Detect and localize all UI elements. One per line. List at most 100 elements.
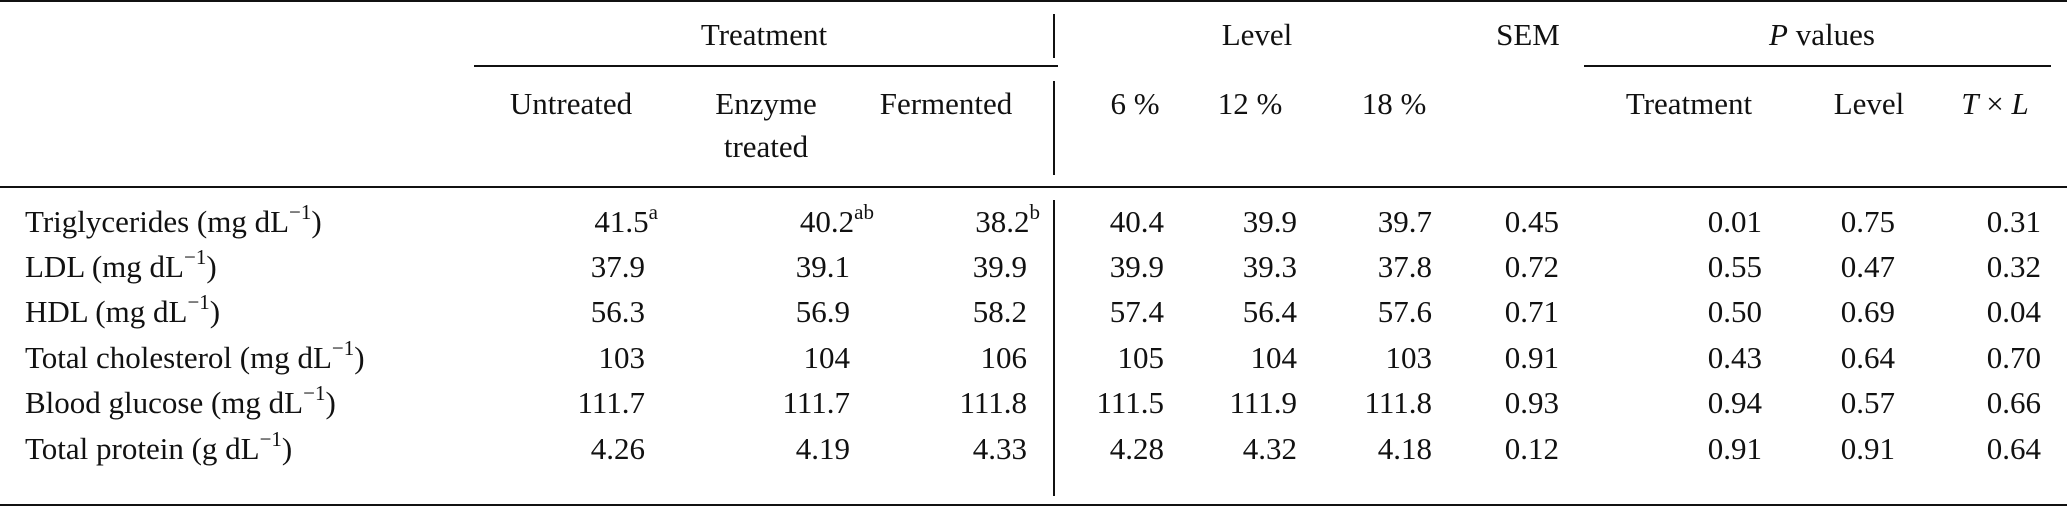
cell-value: 57.6 xyxy=(1377,294,1432,329)
header-vertical-rule-top xyxy=(1053,14,1055,58)
cell-value: 105 xyxy=(1117,340,1165,375)
cell-value: 0.70 xyxy=(1986,340,2041,375)
cell-p-txl: 0.66 xyxy=(1987,384,2041,422)
cell-p-treatment: 0.50 xyxy=(1708,293,1762,331)
bottom-rule xyxy=(0,504,2067,506)
cell-value: 39.9 xyxy=(972,249,1027,284)
cell-level-6: 39.9 xyxy=(1110,248,1164,286)
row-label-close: ) xyxy=(325,385,336,420)
cell-fermented: 38.2b xyxy=(975,200,1041,241)
cell-value: 38.2 xyxy=(975,204,1030,239)
cell-enzyme-treated: 104 xyxy=(804,339,851,377)
cell-value: 4.19 xyxy=(795,431,850,466)
cell-p-treatment: 0.55 xyxy=(1708,248,1762,286)
cell-value: 0.64 xyxy=(1986,431,2041,466)
cell-value: 39.7 xyxy=(1377,204,1432,239)
cell-value: 0.47 xyxy=(1840,249,1895,284)
col-header-untreated: Untreated xyxy=(509,86,633,121)
group-header-level: Level xyxy=(1221,17,1293,52)
group-header-treatment: Treatment xyxy=(700,17,828,52)
cell-p-level: 0.91 xyxy=(1841,430,1895,468)
unit-exponent: −1 xyxy=(183,245,207,269)
cell-level-12: 104 xyxy=(1251,339,1298,377)
cell-p-txl: 0.04 xyxy=(1987,293,2041,331)
cell-untreated: 103 xyxy=(599,339,646,377)
cell-level-6: 105 xyxy=(1118,339,1165,377)
cell-p-level: 0.47 xyxy=(1841,248,1895,286)
cell-value: 111.8 xyxy=(959,385,1027,420)
cell-value: 0.91 xyxy=(1504,340,1559,375)
row-label-text: Total protein (g dL xyxy=(25,431,260,466)
cell-fermented: 111.8 xyxy=(960,384,1027,422)
cell-value: 0.72 xyxy=(1504,249,1559,284)
significance-letter: b xyxy=(1029,200,1041,224)
significance-letter: ab xyxy=(854,200,874,224)
row-label: Total cholesterol (mg dL−1) xyxy=(25,336,365,380)
cell-p-treatment: 0.91 xyxy=(1708,430,1762,468)
cell-untreated: 37.9 xyxy=(591,248,645,286)
cell-value: 103 xyxy=(598,340,646,375)
cell-value: 40.2 xyxy=(799,204,855,239)
cell-value: 0.64 xyxy=(1840,340,1895,375)
cell-sem: 0.93 xyxy=(1505,384,1559,422)
cell-value: 111.9 xyxy=(1229,385,1297,420)
cell-fermented: 39.9 xyxy=(973,248,1027,286)
body-vertical-rule xyxy=(1053,200,1055,496)
cell-enzyme-treated: 40.2ab xyxy=(799,200,874,241)
cell-value: 40.4 xyxy=(1109,204,1164,239)
row-label-close: ) xyxy=(209,294,221,329)
cell-value: 0.69 xyxy=(1840,294,1895,329)
col-header-p-txl: T × L xyxy=(1961,85,2028,123)
cell-value: 57.4 xyxy=(1109,294,1164,329)
cell-value: 0.31 xyxy=(1986,204,2041,239)
cell-level-18: 57.6 xyxy=(1378,293,1432,331)
cell-p-level: 0.64 xyxy=(1841,339,1895,377)
col-header-enzyme-line2: treated xyxy=(723,129,809,164)
cell-value: 4.28 xyxy=(1109,431,1164,466)
col-header-p-level: Level xyxy=(1833,86,1905,121)
cell-value: 0.01 xyxy=(1707,204,1762,239)
group-header-p-values: P values xyxy=(1769,16,1875,54)
cell-p-level: 0.75 xyxy=(1841,203,1895,241)
cell-value: 0.93 xyxy=(1504,385,1559,420)
cell-level-18: 4.18 xyxy=(1378,430,1432,468)
cell-p-level: 0.69 xyxy=(1841,293,1895,331)
row-label-text: Total cholesterol (mg dL xyxy=(25,340,332,375)
row-label-text: LDL (mg dL xyxy=(25,249,184,284)
cell-value: 0.94 xyxy=(1707,385,1762,420)
cell-value: 0.57 xyxy=(1840,385,1895,420)
cell-p-txl: 0.64 xyxy=(1987,430,2041,468)
p-values-rest: values xyxy=(1787,17,1875,52)
cell-value: 104 xyxy=(1250,340,1298,375)
cell-value: 0.91 xyxy=(1840,431,1895,466)
cell-value: 0.50 xyxy=(1707,294,1762,329)
cell-p-treatment: 0.43 xyxy=(1708,339,1762,377)
cell-level-12: 39.3 xyxy=(1243,248,1297,286)
cell-value: 0.91 xyxy=(1707,431,1762,466)
cell-level-12: 111.9 xyxy=(1230,384,1297,422)
row-label: HDL (mg dL−1) xyxy=(25,290,221,334)
cell-untreated: 4.26 xyxy=(591,430,645,468)
cell-value: 0.43 xyxy=(1707,340,1762,375)
header-bottom-rule xyxy=(0,186,2067,188)
cell-value: 106 xyxy=(980,340,1028,375)
row-label: Total protein (g dL−1) xyxy=(25,427,292,471)
significance-letter: a xyxy=(648,200,658,224)
cell-value: 0.32 xyxy=(1986,249,2041,284)
pvalues-group-rule xyxy=(1584,65,2051,67)
cell-value: 111.8 xyxy=(1364,385,1432,420)
cell-level-12: 39.9 xyxy=(1243,203,1297,241)
cell-level-18: 111.8 xyxy=(1365,384,1432,422)
cell-level-18: 37.8 xyxy=(1378,248,1432,286)
cell-sem: 0.45 xyxy=(1505,203,1559,241)
cell-value: 0.71 xyxy=(1504,294,1559,329)
cell-value: 104 xyxy=(803,340,851,375)
cell-value: 39.1 xyxy=(795,249,850,284)
cell-level-12: 56.4 xyxy=(1243,293,1297,331)
cell-level-6: 40.4 xyxy=(1110,203,1164,241)
col-header-level-6: 6 % xyxy=(1110,86,1160,121)
cell-value: 0.12 xyxy=(1504,431,1559,466)
cell-value: 37.8 xyxy=(1377,249,1432,284)
cell-value: 4.32 xyxy=(1242,431,1297,466)
top-rule xyxy=(0,0,2067,2)
